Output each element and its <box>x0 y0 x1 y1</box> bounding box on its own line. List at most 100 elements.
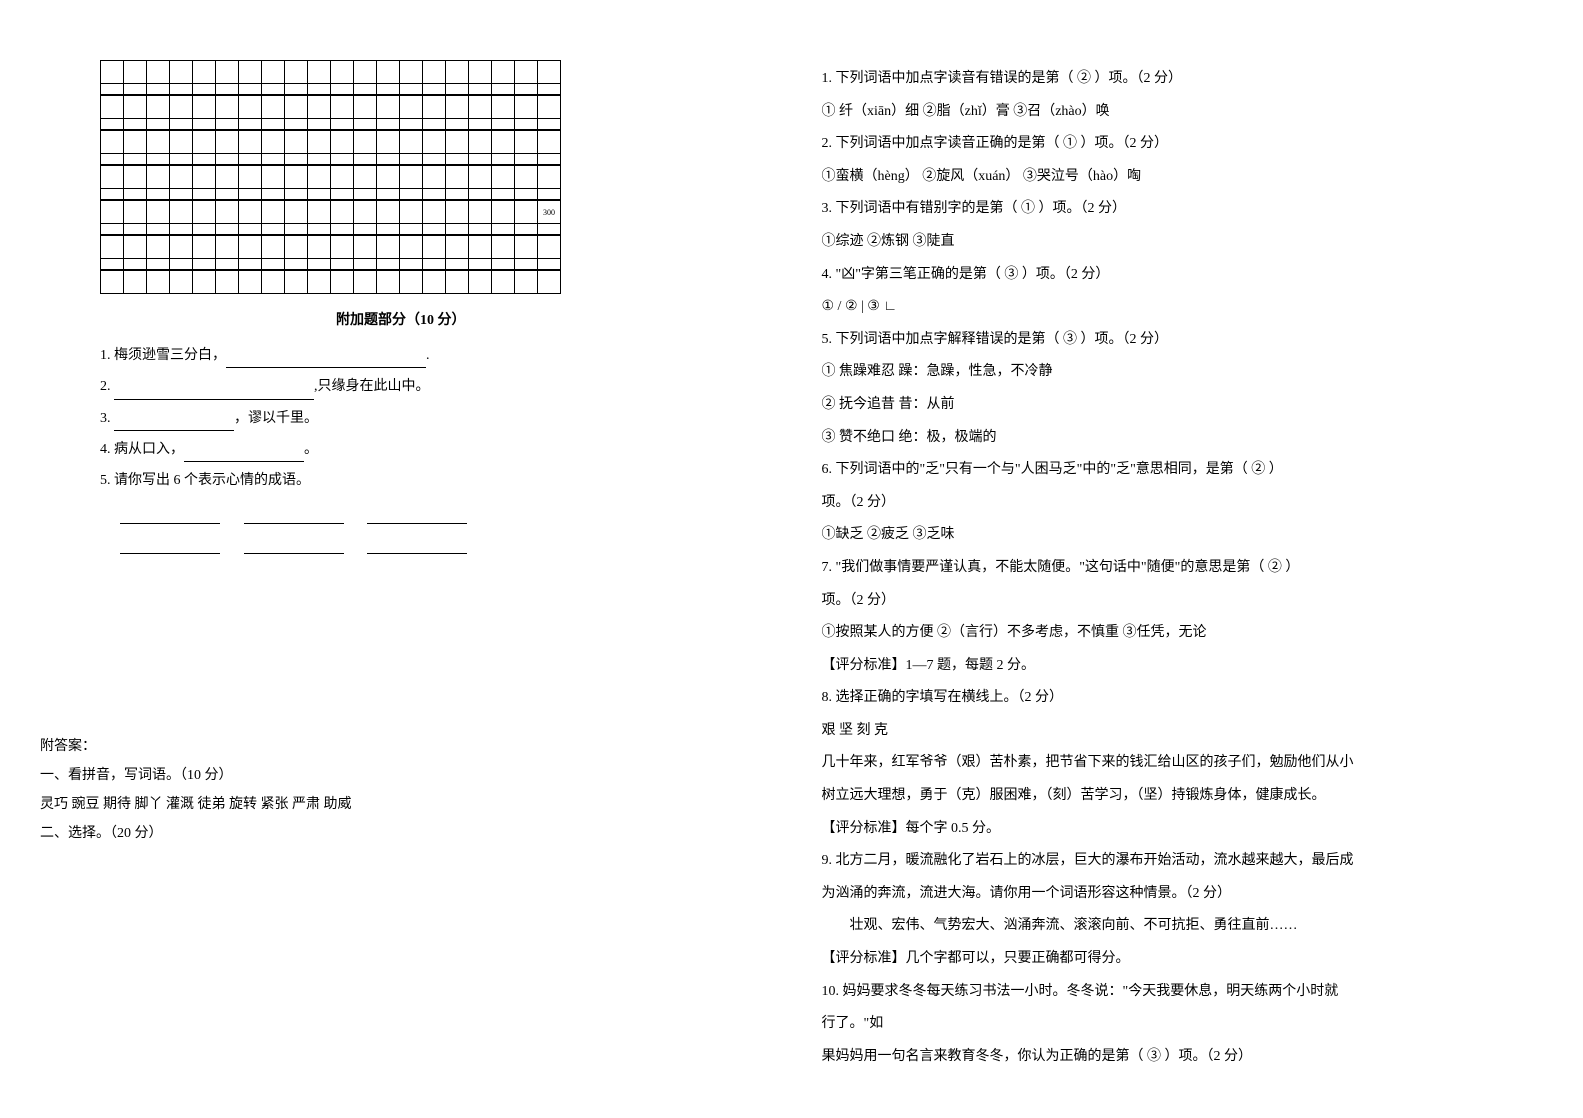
blank <box>244 508 344 524</box>
grid-cell <box>376 130 400 154</box>
grid-cell <box>537 223 561 235</box>
grid-cell <box>445 130 469 154</box>
grid-cell <box>422 223 446 235</box>
right-column: 1. 下列词语中加点字读音有错误的是第（ ② ）项。（2 分） ① 纤（xiān… <box>792 60 1544 1058</box>
q5-o3: ③ 赞不绝口 绝：极，极端的 <box>822 425 1544 452</box>
grid-cell <box>261 270 285 294</box>
grid-cell <box>192 165 216 189</box>
grid-cell <box>376 270 400 294</box>
grid-cell <box>376 235 400 259</box>
grid-cell <box>376 83 400 95</box>
grid-cell <box>422 130 446 154</box>
grid-cell <box>537 130 561 154</box>
grid-cell <box>123 83 147 95</box>
grid-cell <box>307 118 331 130</box>
grid-cell <box>399 258 423 270</box>
grid-cell <box>284 130 308 154</box>
grid-cell <box>537 60 561 84</box>
grid-cell <box>261 235 285 259</box>
grid-cell <box>215 153 239 165</box>
grid-cell <box>215 235 239 259</box>
grid-cell <box>399 83 423 95</box>
grid-cell <box>146 130 170 154</box>
grid-cell <box>399 188 423 200</box>
item-num: 1. <box>100 348 111 363</box>
grid-cell <box>537 83 561 95</box>
grid-cell <box>353 223 377 235</box>
grid-cell <box>123 130 147 154</box>
grid-cell <box>422 118 446 130</box>
grid-cell <box>123 188 147 200</box>
grid-cell <box>422 83 446 95</box>
grid-cell <box>307 270 331 294</box>
q9-3: 壮观、宏伟、气势宏大、汹涌奔流、滚滚向前、不可抗拒、勇往直前…… <box>822 913 1544 940</box>
blank <box>114 415 234 431</box>
q1: 1. 下列词语中加点字读音有错误的是第（ ② ）项。（2 分） <box>822 66 1544 93</box>
grid-cell <box>123 200 147 224</box>
blank-row-1 <box>40 499 762 524</box>
grid-row <box>100 270 762 293</box>
grid-cell <box>491 223 515 235</box>
grid-cell <box>445 270 469 294</box>
grid-cell: 300 <box>537 200 561 224</box>
grid-cell <box>100 223 124 235</box>
grid-cell <box>215 118 239 130</box>
grid-cell <box>422 200 446 224</box>
grid-cell <box>215 95 239 119</box>
grid-cell <box>123 235 147 259</box>
grid-cell <box>330 270 354 294</box>
grid-cell <box>399 130 423 154</box>
grid-cell <box>330 188 354 200</box>
item-suffix: . <box>426 348 430 363</box>
q8-text1: 几十年来，红军爷爷（艰）苦朴素，把节省下来的钱汇给山区的孩子们，勉励他们从小 <box>822 750 1544 777</box>
answer-line-2: 灵巧 豌豆 期待 脚丫 灌溉 徒弟 旋转 紧张 严肃 助威 <box>40 792 762 817</box>
grid-cell <box>100 95 124 119</box>
grid-cell <box>146 188 170 200</box>
item-num: 2. <box>100 379 111 394</box>
grid-cell <box>353 188 377 200</box>
grid-cell <box>169 130 193 154</box>
grid-cell <box>491 200 515 224</box>
grid-cell <box>284 235 308 259</box>
grid-cell <box>353 95 377 119</box>
grid-cell <box>215 83 239 95</box>
q4: 4. "凶"字第三笔正确的是第（ ③ ）项。（2 分） <box>822 262 1544 289</box>
grid-cell <box>123 165 147 189</box>
std2: 【评分标准】每个字 0.5 分。 <box>822 816 1544 843</box>
grid-cell <box>215 130 239 154</box>
grid-cell <box>284 223 308 235</box>
grid-cell <box>468 235 492 259</box>
grid-cell <box>215 200 239 224</box>
grid-cell <box>353 130 377 154</box>
q6b: 项。（2 分） <box>822 490 1544 517</box>
fill-item-2: 2. ,只缘身在此山中。 <box>40 374 762 399</box>
q5-o2: ② 抚今追昔 昔：从前 <box>822 392 1544 419</box>
grid-cell <box>238 188 262 200</box>
grid-cell <box>169 60 193 84</box>
grid-cell <box>445 95 469 119</box>
blank <box>120 508 220 524</box>
grid-cell <box>261 188 285 200</box>
q3: 3. 下列词语中有错别字的是第（ ① ）项。（2 分） <box>822 196 1544 223</box>
grid-cell <box>422 270 446 294</box>
grid-cell <box>353 270 377 294</box>
grid-cell <box>238 258 262 270</box>
grid-cell <box>353 60 377 84</box>
q6: 6. 下列词语中的"乏"只有一个与"人困马乏"中的"乏"意思相同，是第（ ② ） <box>822 457 1544 484</box>
q2-opts: ①蛮横（hèng） ②旋风（xuán） ③哭泣号（hào）啕 <box>822 164 1544 191</box>
grid-cell <box>169 95 193 119</box>
grid-cell <box>491 118 515 130</box>
grid-cell <box>100 153 124 165</box>
grid-cell <box>491 60 515 84</box>
left-column: 300 附加题部分（10 分） 1. 梅须逊雪三分白，. 2. ,只缘身在此山中… <box>40 60 792 1058</box>
grid-cell <box>514 165 538 189</box>
grid-cell <box>146 118 170 130</box>
grid-cell <box>514 118 538 130</box>
grid-cell <box>330 60 354 84</box>
grid-cell <box>376 223 400 235</box>
grid-cell <box>445 188 469 200</box>
grid-cell <box>491 270 515 294</box>
grid-cell <box>261 60 285 84</box>
grid-cell <box>537 188 561 200</box>
grid-cell <box>169 270 193 294</box>
